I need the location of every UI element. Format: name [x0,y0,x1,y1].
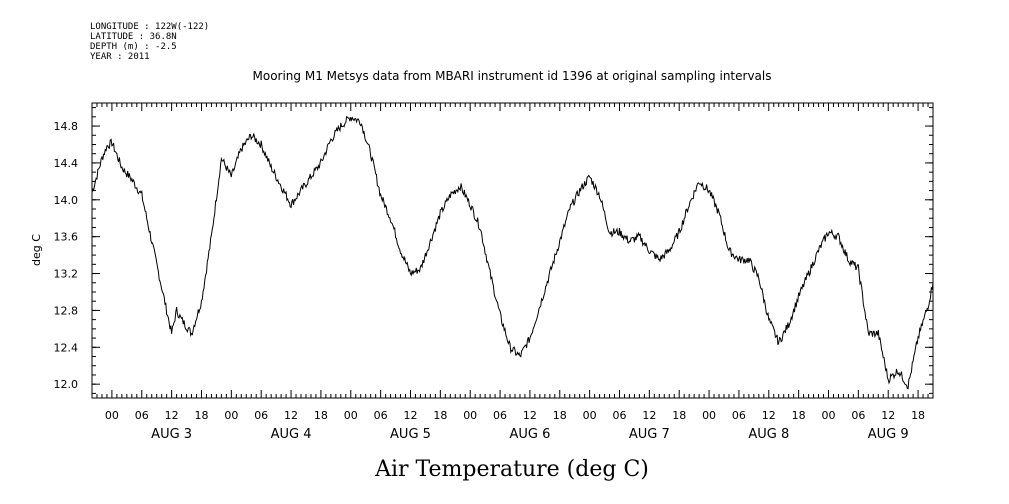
x-tick-label: 12 [881,409,895,422]
x-tick-label: 00 [702,409,716,422]
x-tick-label: 18 [314,409,328,422]
x-tick-label: 12 [284,409,298,422]
x-tick-label: 00 [821,409,835,422]
x-tick-label: 06 [612,409,626,422]
x-tick-label: 12 [523,409,537,422]
y-axis-label: deg C [30,234,43,266]
y-tick-label: 12.4 [54,341,79,354]
x-tick-label: 00 [463,409,477,422]
series-line [91,115,934,390]
y-axis: 12.0 12.4 12.8 13.2 13.6 14.0 14.4 14.8 [54,107,933,394]
x-tick-label: 18 [672,409,686,422]
x-day-label: AUG 6 [509,427,550,442]
x-tick-label: 18 [553,409,567,422]
x-tick-label: 18 [433,409,447,422]
x-day-label: AUG 4 [271,427,312,442]
meta-depth: DEPTH (m) : -2.5 [90,42,177,52]
meta-latitude: LATITUDE : 36.8N [90,32,177,42]
x-tick-label: 06 [135,409,149,422]
x-tick-label: 00 [583,409,597,422]
series-layer [91,115,934,390]
x-tick-label: 00 [105,409,119,422]
x-tick-label: 06 [732,409,746,422]
x-tick-label: 06 [254,409,268,422]
x-tick-label: 18 [194,409,208,422]
meta-year: YEAR : 2011 [90,52,150,62]
y-tick-label: 12.8 [54,304,79,317]
x-day-label: AUG 9 [868,427,909,442]
x-day-label: AUG 8 [748,427,789,442]
x-tick-label: 00 [224,409,238,422]
meta-longitude: LONGITUDE : 122W(-122) [90,22,209,32]
x-tick-label: 18 [792,409,806,422]
plot-frame [91,102,934,399]
y-tick-label: 14.8 [54,120,79,133]
y-tick-label: 13.6 [54,231,79,244]
x-tick-label: 18 [911,409,925,422]
y-tick-label: 12.0 [54,378,79,391]
x-day-label: AUG 3 [151,427,192,442]
x-axis: 00 06 12 18 00 06 12 18 00 06 12 18 00 06 12 18 00 06 12 18… [91,103,934,442]
chart-title: Mooring M1 Metsys data from MBARI instru… [253,69,772,83]
y-tick-label: 14.4 [54,157,79,170]
x-day-label: AUG 5 [390,427,431,442]
x-tick-label: 12 [642,409,656,422]
x-tick-label: 06 [374,409,388,422]
x-tick-label: 06 [493,409,507,422]
x-tick-label: 12 [762,409,776,422]
x-tick-label: 00 [344,409,358,422]
x-tick-label: 12 [165,409,179,422]
x-axis-label: Air Temperature (deg C) [374,457,649,482]
x-tick-label: 12 [403,409,417,422]
x-day-label: AUG 7 [629,427,670,442]
y-tick-label: 13.2 [54,268,79,281]
x-tick-label: 06 [851,409,865,422]
y-tick-label: 14.0 [54,194,79,207]
